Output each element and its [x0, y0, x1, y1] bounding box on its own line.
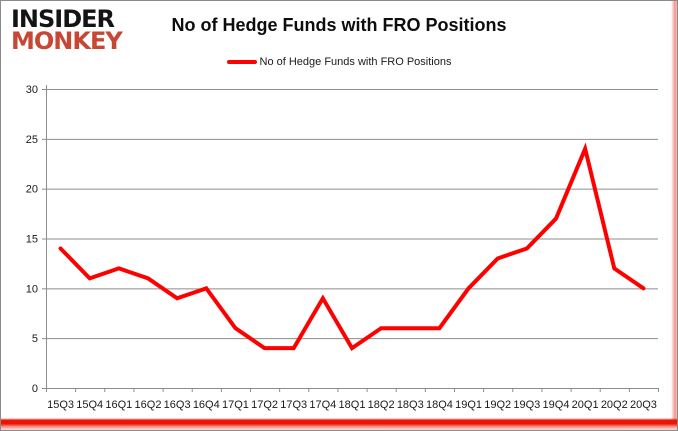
- x-tick-label: 17Q2: [251, 399, 278, 411]
- y-tick-label: 25: [26, 134, 38, 146]
- x-tick-label: 20Q3: [630, 399, 657, 411]
- x-tick-label: 20Q2: [601, 399, 628, 411]
- x-tick-label: 17Q1: [222, 399, 249, 411]
- logo-text-monkey: MONKEY: [11, 27, 123, 56]
- chart-legend: No of Hedge Funds with FRO Positions: [61, 56, 617, 68]
- x-tick-label: 17Q3: [280, 399, 307, 411]
- x-tick-label: 18Q2: [368, 399, 395, 411]
- x-tick-label: 19Q1: [455, 399, 482, 411]
- axes: [42, 85, 659, 392]
- x-tick-label: 16Q4: [193, 399, 220, 411]
- x-tick-label: 19Q4: [543, 399, 570, 411]
- x-tick-label: 15Q4: [76, 399, 103, 411]
- y-tick-label: 5: [32, 333, 38, 345]
- x-tick-label: 16Q1: [105, 399, 132, 411]
- y-tick-label: 10: [26, 283, 38, 295]
- x-tick-label: 18Q1: [339, 399, 366, 411]
- x-tick-label: 20Q1: [572, 399, 599, 411]
- x-tick-label: 15Q3: [47, 399, 74, 411]
- legend-line-marker: [226, 60, 257, 64]
- insider-monkey-logo: INSIDER MONKEY: [11, 5, 123, 56]
- y-tick-label: 15: [26, 234, 38, 246]
- x-tick-label: 19Q3: [513, 399, 540, 411]
- y-tick-label: 20: [26, 184, 38, 196]
- gridlines: [46, 89, 658, 340]
- chart-title: No of Hedge Funds with FRO Positions: [171, 15, 507, 35]
- y-tick-label: 0: [32, 383, 38, 395]
- x-tick-label: 16Q2: [135, 399, 162, 411]
- x-tick-label: 19Q2: [484, 399, 511, 411]
- legend-label: No of Hedge Funds with FRO Positions: [259, 56, 452, 68]
- y-tick-label: 30: [26, 84, 38, 96]
- series-line: [58, 142, 646, 351]
- x-tick-label: 18Q4: [426, 399, 453, 411]
- x-tick-label: 16Q3: [164, 399, 191, 411]
- x-tick-label: 18Q3: [397, 399, 424, 411]
- y-axis-tick-labels: 0 5 10 15 20 25 30: [26, 84, 38, 395]
- x-axis-tick-labels: 15Q3 15Q4 16Q1 16Q2 16Q3 16Q4 17Q1 17Q2 17Q3 17Q4…: [47, 399, 657, 411]
- logo-text-insider: INSIDER: [11, 5, 115, 33]
- x-tick-label: 17Q4: [309, 399, 336, 411]
